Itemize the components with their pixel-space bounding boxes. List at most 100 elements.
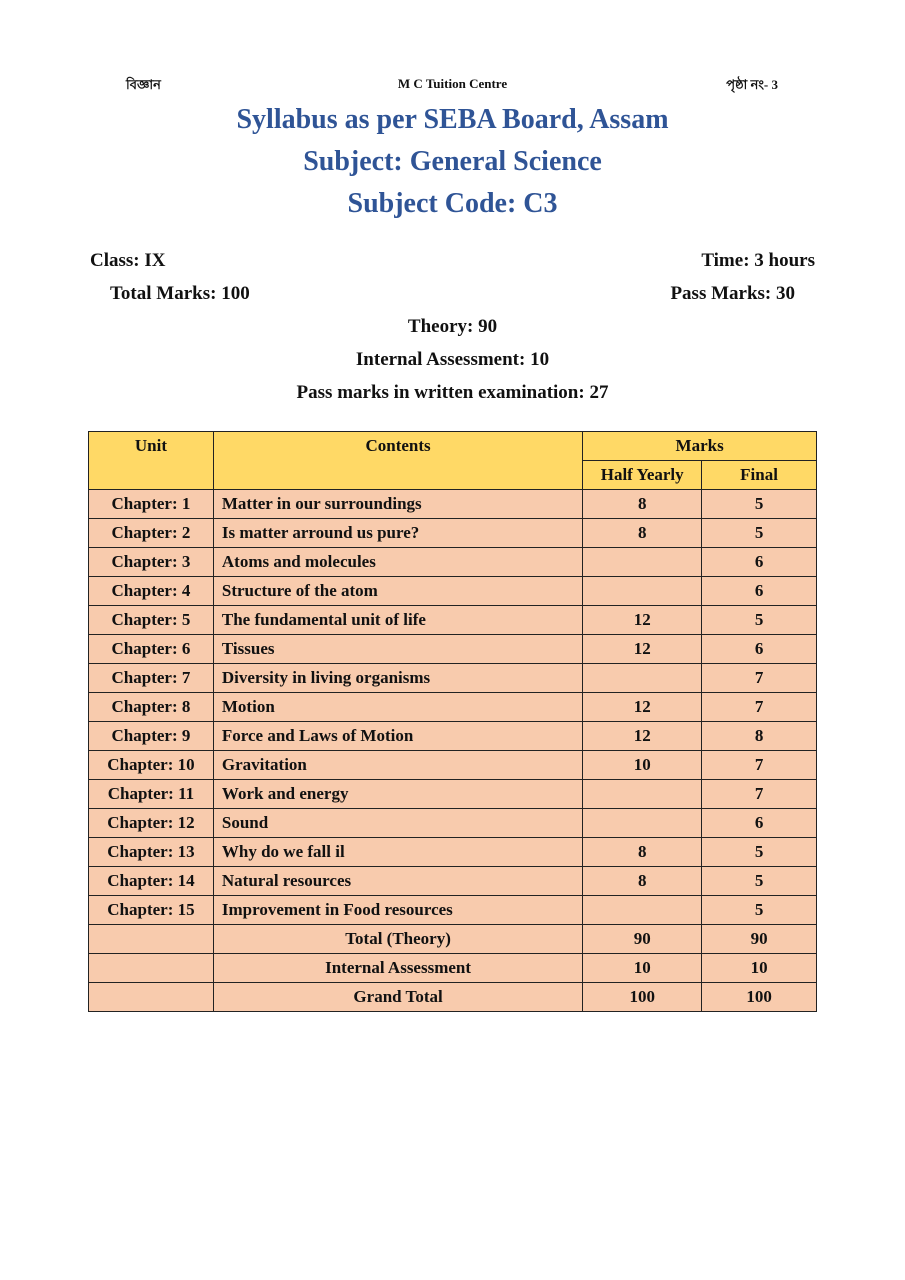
unit-cell: Chapter: 12 xyxy=(88,808,214,838)
content-cell: Force and Laws of Motion xyxy=(212,721,584,751)
content-cell: Atoms and molecules xyxy=(212,547,584,577)
content-cell: Natural resources xyxy=(212,866,584,896)
final-cell: 5 xyxy=(701,489,817,519)
unit-cell: Chapter: 9 xyxy=(88,721,214,751)
empty-cell xyxy=(88,953,214,983)
final-cell: 6 xyxy=(701,634,817,664)
content-cell: Tissues xyxy=(212,634,584,664)
final-cell: 8 xyxy=(701,721,817,751)
theory-label: Theory: 90 xyxy=(407,316,498,337)
final-cell: 7 xyxy=(701,692,817,722)
table-row: Chapter: 12 Sound 6 xyxy=(88,808,817,838)
final-cell: 6 xyxy=(701,808,817,838)
table-row: Chapter: 3 Atoms and molecules 6 xyxy=(88,547,817,577)
table-row: Chapter: 9 Force and Laws of Motion 12 8 xyxy=(88,721,817,751)
table-row: Chapter: 14 Natural resources 8 5 xyxy=(88,866,817,896)
table-row: Chapter: 4 Structure of the atom 6 xyxy=(88,576,817,606)
half-yearly-cell: 12 xyxy=(582,721,703,751)
unit-cell: Chapter: 7 xyxy=(88,663,214,693)
table-row: Chapter: 11 Work and energy 7 xyxy=(88,779,817,809)
unit-cell: Chapter: 5 xyxy=(88,605,214,635)
half-yearly-cell xyxy=(582,808,703,838)
unit-cell: Chapter: 10 xyxy=(88,750,214,780)
content-cell: Gravitation xyxy=(212,750,584,780)
title-subject-code: Subject Code: C3 xyxy=(347,188,558,219)
half-yearly-cell xyxy=(582,895,703,925)
title-syllabus: Syllabus as per SEBA Board, Assam xyxy=(236,104,669,135)
content-cell: Structure of the atom xyxy=(212,576,584,606)
content-cell: Motion xyxy=(212,692,584,722)
table-row: Chapter: 5 The fundamental unit of life … xyxy=(88,605,817,635)
final-cell: 5 xyxy=(701,518,817,548)
final-cell: 5 xyxy=(701,895,817,925)
final-cell: 90 xyxy=(701,924,817,954)
table-row: Chapter: 8 Motion 12 7 xyxy=(88,692,817,722)
half-yearly-cell: 12 xyxy=(582,692,703,722)
final-cell: 5 xyxy=(701,837,817,867)
half-yearly-cell: 8 xyxy=(582,489,703,519)
half-yearly-cell: 10 xyxy=(582,953,703,983)
unit-cell: Chapter: 1 xyxy=(88,489,214,519)
pass-marks-label: Pass Marks: 30 xyxy=(670,283,795,304)
unit-cell: Chapter: 6 xyxy=(88,634,214,664)
half-yearly-cell xyxy=(582,547,703,577)
empty-cell xyxy=(88,924,214,954)
class-label: Class: IX xyxy=(90,250,166,271)
final-cell: 6 xyxy=(701,547,817,577)
unit-cell: Chapter: 15 xyxy=(88,895,214,925)
half-yearly-cell: 12 xyxy=(582,634,703,664)
half-yearly-cell xyxy=(582,779,703,809)
total-label-cell: Internal Assessment xyxy=(212,953,584,983)
content-cell: Improvement in Food resources xyxy=(212,895,584,925)
unit-cell: Chapter: 8 xyxy=(88,692,214,722)
half-yearly-cell: 10 xyxy=(582,750,703,780)
unit-cell: Chapter: 11 xyxy=(88,779,214,809)
half-yearly-cell: 12 xyxy=(582,605,703,635)
content-cell: Matter in our surroundings xyxy=(212,489,584,519)
internal-label: Internal Assessment: 10 xyxy=(355,349,550,370)
total-row: Internal Assessment 10 10 xyxy=(88,953,817,983)
empty-cell xyxy=(88,982,214,1012)
header-unit: Unit xyxy=(88,431,214,490)
header-subject: বিজ্ঞান xyxy=(126,77,161,92)
unit-cell: Chapter: 2 xyxy=(88,518,214,548)
unit-cell: Chapter: 4 xyxy=(88,576,214,606)
content-cell: Why do we fall il xyxy=(212,837,584,867)
half-yearly-cell: 8 xyxy=(582,518,703,548)
half-yearly-cell: 90 xyxy=(582,924,703,954)
header-marks: Marks xyxy=(582,431,817,461)
header-contents: Contents xyxy=(212,431,584,490)
time-label: Time: 3 hours xyxy=(701,250,815,271)
content-cell: Work and energy xyxy=(212,779,584,809)
final-cell: 7 xyxy=(701,750,817,780)
total-row: Grand Total 100 100 xyxy=(88,982,817,1012)
header-final: Final xyxy=(701,460,817,490)
final-cell: 5 xyxy=(701,866,817,896)
half-yearly-cell xyxy=(582,663,703,693)
header-centre: M C Tuition Centre xyxy=(397,76,508,91)
title-subject: Subject: General Science xyxy=(303,146,602,177)
table-row: Chapter: 10 Gravitation 10 7 xyxy=(88,750,817,780)
final-cell: 7 xyxy=(701,779,817,809)
content-cell: Diversity in living organisms xyxy=(212,663,584,693)
final-cell: 5 xyxy=(701,605,817,635)
half-yearly-cell: 8 xyxy=(582,837,703,867)
total-label-cell: Total (Theory) xyxy=(212,924,584,954)
half-yearly-cell xyxy=(582,576,703,606)
table-row: Chapter: 1 Matter in our surroundings 8 … xyxy=(88,489,817,519)
table-row: Chapter: 7 Diversity in living organisms… xyxy=(88,663,817,693)
content-cell: Sound xyxy=(212,808,584,838)
final-cell: 7 xyxy=(701,663,817,693)
table-row: Chapter: 15 Improvement in Food resource… xyxy=(88,895,817,925)
final-cell: 10 xyxy=(701,953,817,983)
content-cell: The fundamental unit of life xyxy=(212,605,584,635)
final-cell: 100 xyxy=(701,982,817,1012)
table-row: Chapter: 13 Why do we fall il 8 5 xyxy=(88,837,817,867)
header-page-number: পৃষ্ঠা নং- 3 xyxy=(726,77,778,92)
table-row: Chapter: 6 Tissues 12 6 xyxy=(88,634,817,664)
half-yearly-cell: 8 xyxy=(582,866,703,896)
total-marks-label: Total Marks: 100 xyxy=(110,283,250,304)
final-cell: 6 xyxy=(701,576,817,606)
marks-table: Unit Contents Marks Half Yearly Final Ch… xyxy=(88,431,817,1012)
content-cell: Is matter arround us pure? xyxy=(212,518,584,548)
